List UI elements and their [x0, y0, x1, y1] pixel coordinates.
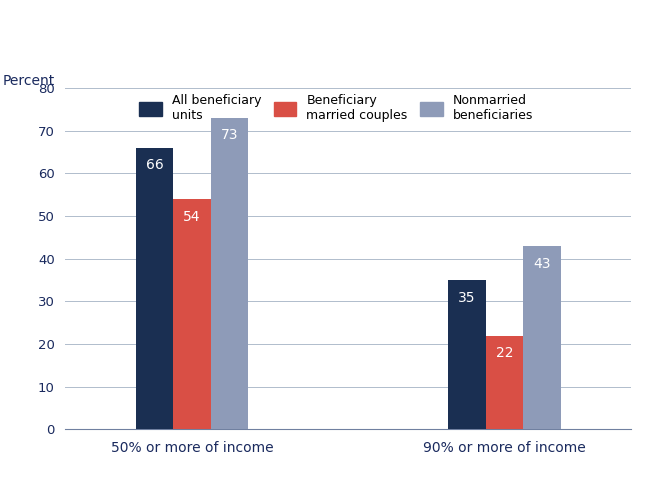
Text: 35: 35	[458, 291, 476, 305]
Bar	[136, 147, 173, 429]
Bar	[523, 246, 561, 429]
Text: 43: 43	[533, 257, 551, 270]
Text: 54: 54	[184, 209, 201, 224]
Text: 73: 73	[221, 128, 238, 142]
Bar	[449, 280, 486, 429]
Text: 66: 66	[146, 158, 163, 172]
Legend: All beneficiary
units, Beneficiary
married couples, Nonmarried
beneficiaries: All beneficiary units, Beneficiary marri…	[139, 94, 533, 122]
Bar	[486, 336, 523, 429]
Bar	[173, 199, 211, 429]
Text: Percent: Percent	[3, 74, 55, 88]
Bar	[211, 118, 248, 429]
Text: 22: 22	[495, 346, 513, 360]
